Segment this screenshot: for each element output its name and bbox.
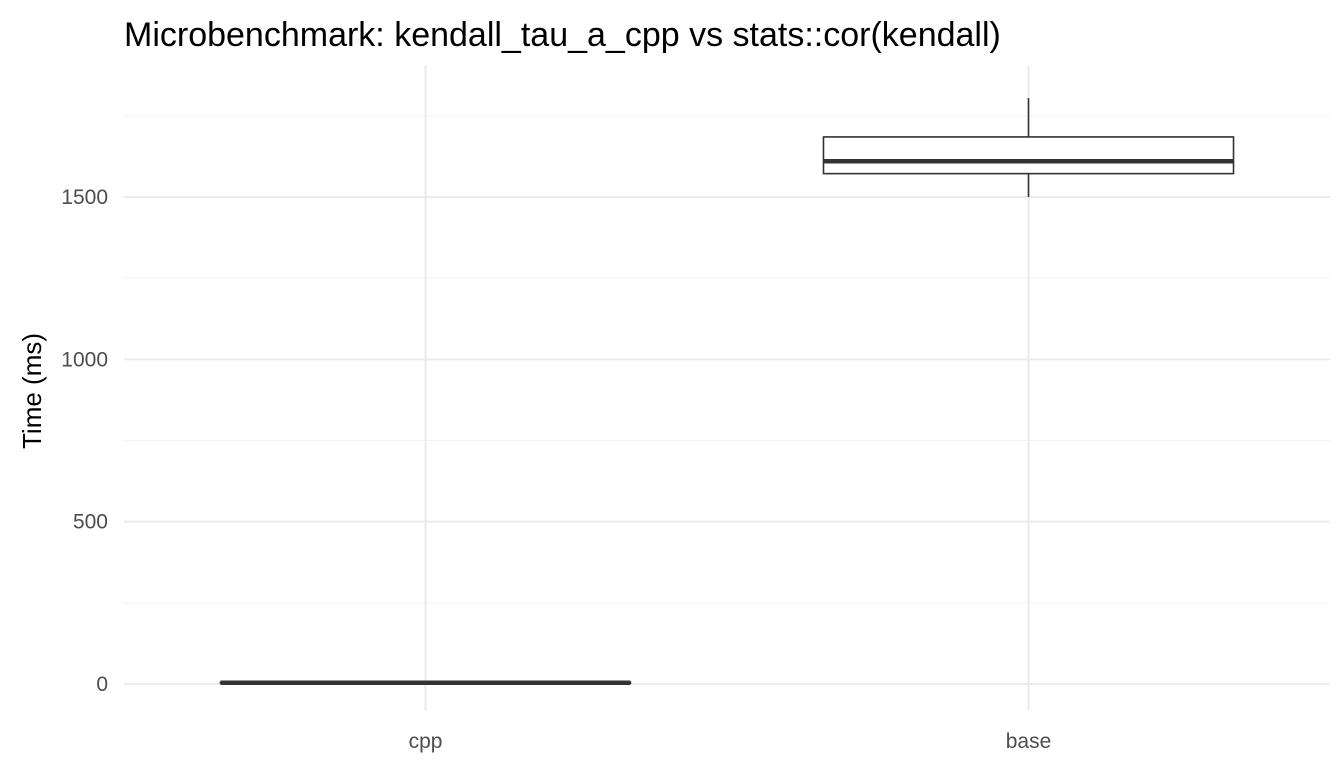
x-tick-label-cpp: cpp bbox=[409, 730, 443, 753]
boxplot-base bbox=[822, 97, 1235, 197]
tick-labels: 0 500 1000 1500 cpp base bbox=[61, 186, 1051, 753]
box bbox=[822, 136, 1235, 175]
boxplot-cpp bbox=[219, 680, 632, 685]
y-tick-label: 1500 bbox=[61, 186, 108, 209]
y-tick-label: 1000 bbox=[61, 348, 108, 371]
y-tick-label: 0 bbox=[96, 673, 108, 696]
y-axis-title: Time (ms) bbox=[17, 333, 47, 449]
chart-title: Microbenchmark: kendall_tau_a_cpp vs sta… bbox=[124, 16, 1001, 54]
x-tick-label-base: base bbox=[1006, 730, 1052, 753]
y-tick-label: 500 bbox=[73, 511, 108, 534]
boxes bbox=[219, 97, 1235, 685]
